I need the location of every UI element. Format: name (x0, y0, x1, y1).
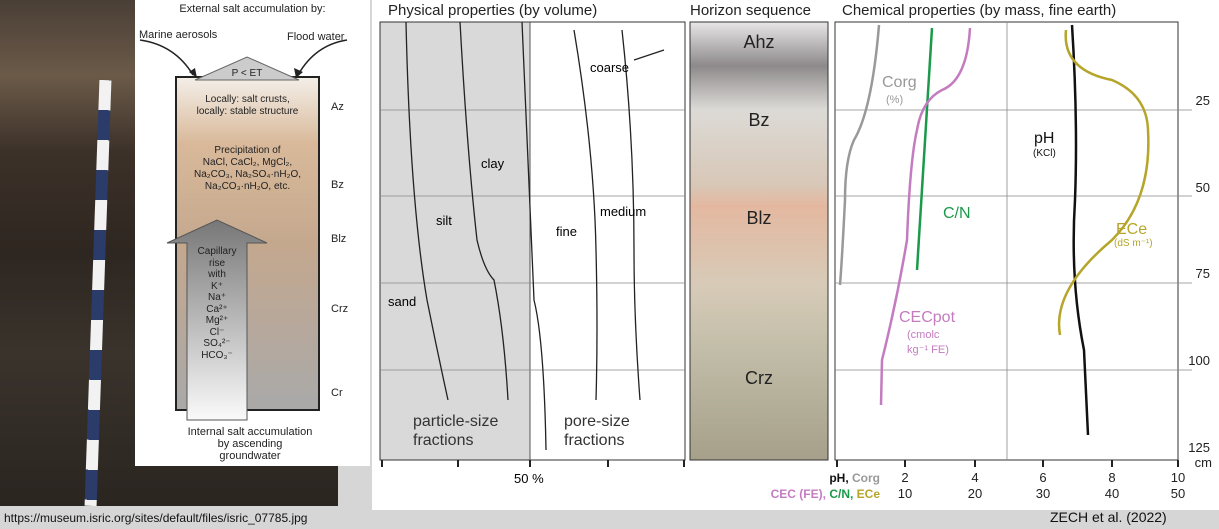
citation: ZECH et al. (2022) (1050, 509, 1167, 525)
pore-label-1: pore-size (564, 413, 630, 430)
ph-label: pH (1034, 130, 1054, 147)
horizon-crz: Crz (745, 368, 773, 388)
horizon-ahz: Ahz (743, 32, 774, 52)
ece-label: ECe (1116, 221, 1147, 238)
corg-curve (838, 24, 881, 286)
horizon-bz: Bz (748, 110, 769, 130)
source-url: https://museum.isric.org/sites/default/f… (4, 511, 308, 525)
chemical-frame (834, 21, 1179, 461)
corg-unit: (%) (886, 94, 903, 106)
zone1-text: Locally: salt crusts, locally: stable str… (196, 94, 299, 117)
coarse-label: coarse (590, 60, 629, 75)
horizon-column (689, 21, 829, 461)
depth-25: 25 (1196, 93, 1210, 108)
cec-unit-1: (cmolc (907, 329, 940, 341)
depth-50: 50 (1196, 180, 1210, 195)
tick-label: 30 (1036, 486, 1050, 501)
cec-unit-2: kg⁻¹ FE) (907, 344, 949, 356)
tick-label: 10 (898, 486, 912, 501)
tick-label: 40 (1105, 486, 1119, 501)
depth-100: 100 (1188, 353, 1210, 368)
clay-label: clay (481, 156, 505, 171)
tick-label: 50 (1171, 486, 1185, 501)
ph-unit: (KCl) (1033, 148, 1056, 159)
tick-label: 10 (1171, 470, 1185, 485)
arrow-text: Capillary rise with K⁺ Na⁺ Ca²⁺ Mg²⁺ Cl⁻ SO₄²⁻ HC… (197, 246, 237, 361)
tick-label: 8 (1108, 470, 1115, 485)
ece-unit: (dS m⁻¹) (1114, 238, 1153, 249)
cec-curve (879, 27, 972, 406)
depth-125: 125 (1188, 440, 1210, 455)
axis-row2-label: CEC (FE), C/N, ECe (771, 487, 881, 501)
axis-row1-label: pH, Corg (829, 471, 880, 485)
sand-label: sand (388, 294, 416, 309)
chemical-title: Chemical properties (by mass, fine earth… (842, 2, 1117, 19)
axis-50-label: 50 % (514, 471, 544, 486)
ph-curve (1070, 24, 1090, 436)
bottom-text: Internal salt accumulation by ascending gr… (187, 426, 313, 462)
depth-unit: cm (1195, 455, 1212, 470)
pore-label-2: fractions (564, 432, 624, 449)
horizon-bz: Bz (331, 179, 344, 191)
medium-label: medium (600, 204, 646, 219)
ece-curve (1057, 29, 1150, 336)
corg-label: Corg (882, 74, 917, 91)
silt-label: silt (436, 213, 452, 228)
horizon-blz: Blz (746, 208, 771, 228)
tick-label: 20 (968, 486, 982, 501)
salt-accumulation-diagram: External salt accumulation by: Marine ae… (135, 0, 370, 466)
horizon-crz: Crz (331, 303, 349, 315)
horizon-cr: Cr (331, 387, 343, 399)
capillary-arrow (166, 219, 268, 421)
particle-label-2: fractions (413, 432, 473, 449)
zone2-text: Precipitation of NaCl, CaCl₂, MgCl₂, Na₂CO… (193, 145, 302, 192)
marine-aerosols-label: Marine aerosols (139, 29, 218, 41)
roof-label: P < ET (231, 68, 263, 79)
figure-svg: sand silt clay fine medium coarse partic… (379, 21, 1212, 501)
physical-title: Physical properties (by volume) (388, 2, 598, 19)
fine-label: fine (556, 224, 577, 239)
horizon-blz: Blz (331, 233, 347, 245)
depth-75: 75 (1196, 266, 1210, 281)
roof-triangle (194, 56, 300, 81)
horizon-az: Az (331, 101, 344, 113)
cec-label: CECpot (899, 309, 956, 326)
cn-curve (915, 27, 934, 271)
measuring-tape (84, 79, 112, 507)
particle-label-1: particle-size (413, 413, 498, 430)
flood-water-label: Flood water (287, 31, 345, 43)
diagram-title: External salt accumulation by: (179, 3, 326, 15)
tick-label: 4 (971, 470, 978, 485)
physical-frame (379, 21, 686, 461)
horizon-title: Horizon sequence (690, 2, 811, 19)
tick-label: 6 (1039, 470, 1046, 485)
soil-properties-figure: Physical properties (by volume) Horizon … (372, 0, 1219, 510)
tick-label: 2 (901, 470, 908, 485)
cn-label: C/N (943, 205, 971, 222)
particle-fill (380, 22, 530, 460)
